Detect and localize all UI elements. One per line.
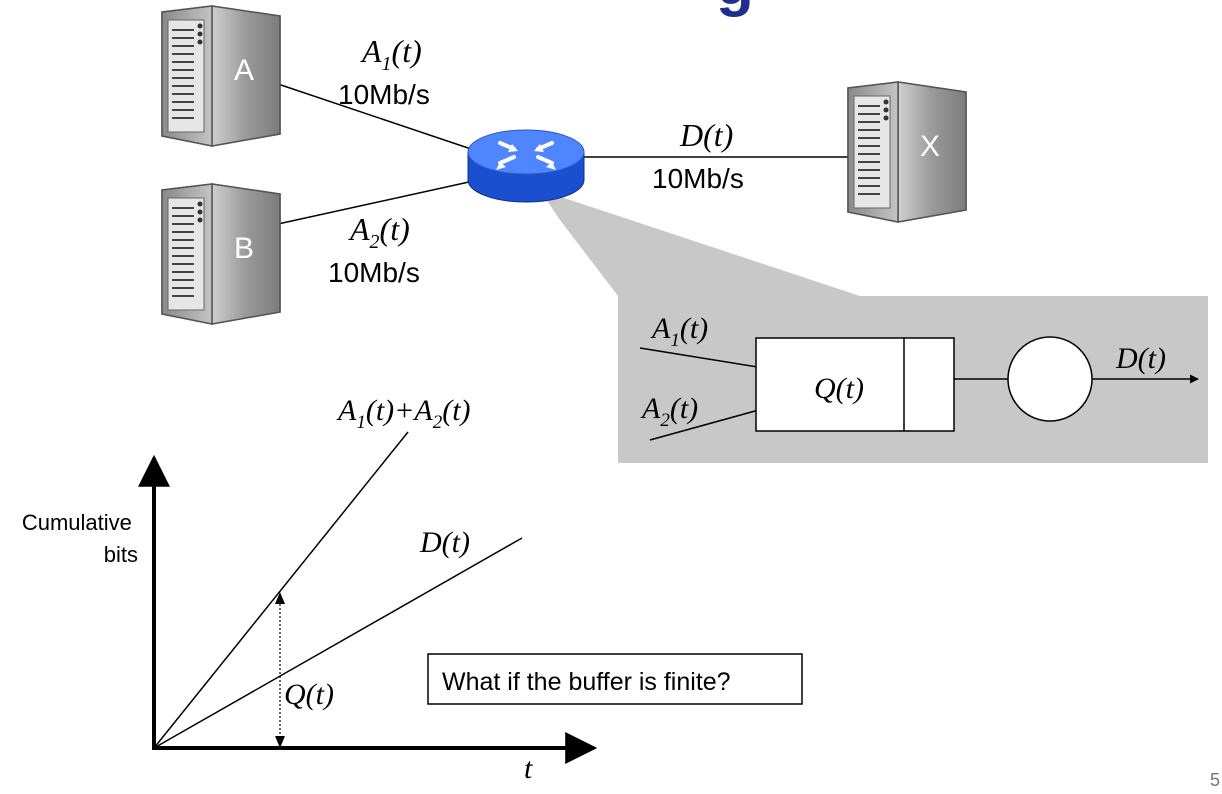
server-b: B — [161, 183, 281, 325]
server-icon — [161, 5, 281, 147]
queue-length-arrow-top — [275, 592, 285, 604]
slide-title-fragment: g — [716, 0, 754, 18]
link-d-label: D(t) — [679, 117, 733, 153]
server-a: A — [161, 5, 281, 147]
server-a-label: A — [234, 54, 254, 87]
queue-output-label: D(t) — [1115, 342, 1166, 375]
server-icon — [161, 183, 281, 325]
router-icon — [467, 129, 585, 203]
queue-length-label: Q(t) — [284, 678, 334, 711]
question-callout-text: What if the buffer is finite? — [442, 668, 731, 696]
server-x-label: X — [920, 130, 940, 163]
link-d-rate: 10Mb/s — [652, 163, 744, 194]
arrival-curve-label: A1(t)+A2(t) — [336, 394, 471, 433]
queue-server-circle — [1007, 336, 1093, 422]
link-a1-rate: 10Mb/s — [338, 79, 430, 110]
page-number: 5 — [1210, 770, 1220, 790]
link-a2-rate: 10Mb/s — [328, 257, 420, 288]
queue-input-2-arrow — [649, 405, 767, 441]
server-icon — [847, 81, 967, 223]
callout-pointer — [540, 190, 860, 296]
departure-curve-label: D(t) — [419, 526, 470, 559]
plot-ylabel: Cumulative bits — [22, 510, 138, 567]
arrival-curve — [153, 431, 409, 749]
plot-xlabel: t — [524, 752, 533, 785]
question-callout-box — [427, 653, 803, 705]
queue-buffer — [755, 337, 955, 432]
server-b-label: B — [234, 232, 254, 265]
link-b-router — [277, 179, 479, 225]
link-a1-label: A1(t) — [360, 33, 422, 75]
queue-input-1-label: A1(t) — [650, 312, 708, 351]
queue-length-arrow-bottom — [275, 736, 285, 748]
departure-curve — [153, 537, 523, 749]
link-a2-label: A2(t) — [348, 211, 410, 253]
server-x: X — [847, 81, 967, 223]
queue-buffer-label: Q(t) — [814, 372, 864, 405]
queue-input-2-label: A2(t) — [640, 392, 698, 431]
link-a-router — [277, 83, 481, 153]
queue-input-1-arrow — [639, 347, 765, 372]
